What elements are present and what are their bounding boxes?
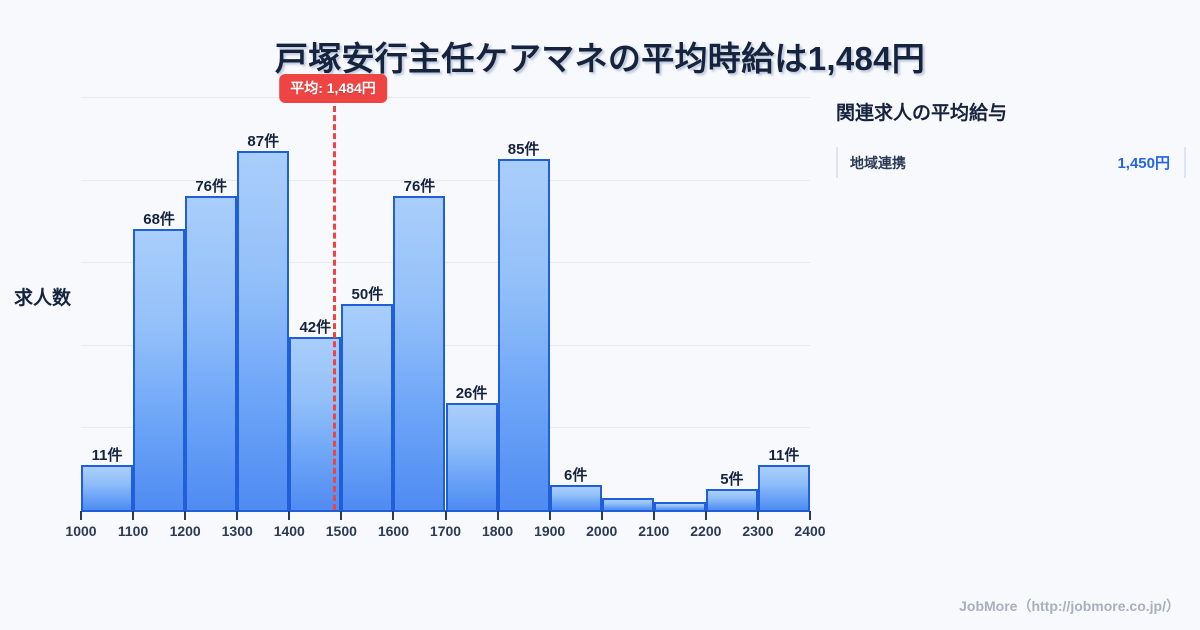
x-axis-tick [132,511,135,520]
histogram-bar [705,489,758,510]
related-salary-list: 地域連携 1,450円 [836,147,1186,178]
bar-value-label: 5件 [720,471,744,489]
histogram-bar [237,150,290,510]
bar-value-label: 11件 [768,446,800,464]
bar-value-label: 6件 [564,467,588,485]
bar-value-label: 42件 [299,318,332,336]
salary-row-name: 地域連携 [850,154,906,171]
bar-value-label: 85件 [507,140,540,158]
plot-area [81,97,810,510]
gridline [81,179,810,181]
bar-value-label: 76件 [195,178,228,196]
histogram-bar [133,229,186,510]
x-axis-tick-label: 2100 [638,523,670,539]
footer-attribution: JobMore（http://jobmore.co.jp/） [959,598,1180,614]
histogram-bar [601,497,654,510]
x-axis-tick [236,511,239,520]
bar-value-label: 11件 [91,446,123,464]
x-axis-tick [80,511,82,520]
x-axis-tick [392,511,395,520]
bar-value-label: 87件 [247,132,280,150]
bar-value-label: 50件 [351,285,384,303]
x-axis-tick [756,511,759,520]
x-axis-tick-label: 2200 [690,523,722,539]
x-axis-tick [444,511,447,520]
x-axis-tick [496,511,499,520]
gridline [81,262,810,264]
bar-value-label: 26件 [455,384,488,402]
y-axis-title: 求人数 [14,288,72,309]
histogram-bar [185,196,238,510]
x-axis-tick [704,511,707,520]
gridline [81,97,810,98]
x-axis-tick-label: 2000 [586,523,618,539]
x-axis-tick-label: 2400 [794,523,826,539]
bar-value-label: 76件 [403,178,436,196]
histogram-chart: 求人数 時給 11件68件76件87件42件50件76件26件85件6件5件11… [0,74,830,600]
x-axis-tick [652,511,655,520]
average-badge: 平均: 1,484円 [279,74,387,103]
histogram-bar [289,336,342,510]
salary-row-value: 1,450円 [1117,155,1170,172]
related-salary-panel: 関連求人の平均給与 地域連携 1,450円 [836,98,1186,184]
related-salary-title: 関連求人の平均給与 [836,103,1008,124]
histogram-bar [497,158,550,510]
x-axis-tick-label: 1700 [429,523,462,539]
histogram-bar [341,303,394,510]
histogram-bar [81,464,134,510]
x-axis-tick [340,511,343,520]
x-axis-tick-label: 1000 [65,523,97,539]
x-axis-tick-label: 2300 [742,523,774,539]
salary-row[interactable]: 地域連携 1,450円 [836,147,1186,178]
average-line [333,97,337,510]
x-axis-tick-label: 1500 [325,523,357,539]
x-axis-tick-label: 1100 [117,523,149,539]
page-title: 戸塚安行主任ケアマネの平均時給は1,484円 [274,40,926,77]
x-axis-tick-label: 1800 [481,523,514,539]
x-axis-tick [809,511,811,520]
x-axis-tick [184,511,187,520]
x-axis-tick [288,511,291,520]
bar-value-label: 68件 [143,211,175,229]
histogram-bar [393,196,446,510]
x-axis-tick-label: 1900 [534,523,566,539]
x-axis-tick [600,511,603,520]
gridline [81,344,810,346]
x-axis-tick-label: 1200 [169,523,201,539]
x-axis-tick-label: 1400 [273,523,305,539]
x-axis-tick-label: 1600 [377,523,409,539]
histogram-bar [653,501,706,510]
histogram-bar [549,485,602,510]
histogram-bar [757,464,810,510]
x-axis-tick [548,511,551,520]
x-axis-tick-label: 1300 [221,523,253,539]
histogram-bar [445,402,498,510]
